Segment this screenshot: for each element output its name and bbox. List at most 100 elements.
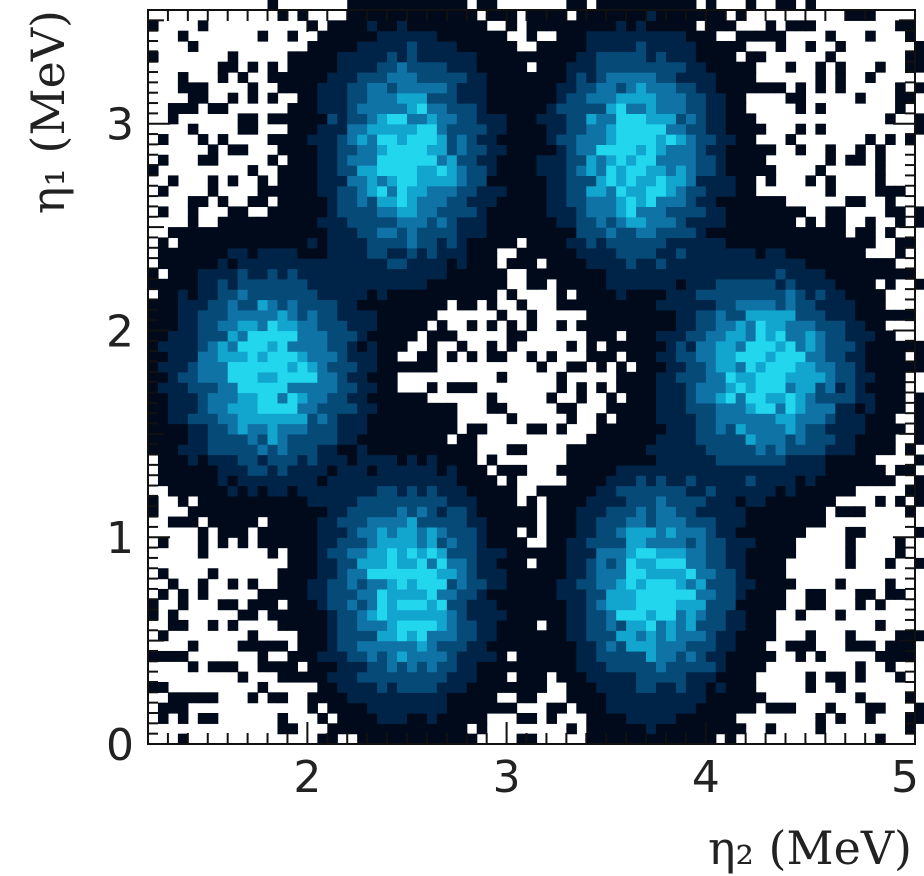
heatmap-cell <box>367 475 378 487</box>
heatmap-cell <box>167 392 179 404</box>
heatmap-cell <box>187 289 199 301</box>
heatmap-cell <box>845 423 856 435</box>
heatmap-cell <box>287 175 299 187</box>
heatmap-cell <box>665 392 677 404</box>
heatmap-cell <box>287 154 299 166</box>
heatmap-cell <box>496 82 508 94</box>
heatmap-cell <box>785 237 797 249</box>
heatmap-cell <box>616 268 627 280</box>
heatmap-cell <box>148 309 159 321</box>
heatmap-cell <box>646 134 657 145</box>
heatmap-cell <box>626 278 637 290</box>
heatmap-cell <box>705 227 717 239</box>
heatmap-cell <box>327 61 338 73</box>
heatmap-cell <box>546 113 557 125</box>
heatmap-cell <box>476 640 488 652</box>
heatmap-cell <box>825 330 836 342</box>
heatmap-cell <box>855 640 866 652</box>
heatmap-cell <box>656 671 667 683</box>
heatmap-cell <box>735 72 747 83</box>
heatmap-cell <box>456 454 468 466</box>
heatmap-cell <box>646 619 657 631</box>
heatmap-cell <box>685 702 697 714</box>
heatmap-cell <box>377 506 388 518</box>
heatmap-cell <box>646 330 657 342</box>
heatmap-cell <box>377 733 388 745</box>
heatmap-cell <box>337 588 348 600</box>
heatmap-cell <box>406 320 418 332</box>
heatmap-cell <box>695 154 707 166</box>
heatmap-cell <box>476 692 488 704</box>
heatmap-cell <box>347 537 358 549</box>
heatmap-cell <box>247 609 259 621</box>
heatmap-cell <box>755 289 767 301</box>
heatmap-cell <box>835 423 846 435</box>
heatmap-cell <box>516 640 528 652</box>
heatmap-cell <box>636 671 647 683</box>
heatmap-cell <box>695 61 707 73</box>
heatmap-cell <box>227 361 239 373</box>
heatmap-cell <box>556 609 567 621</box>
heatmap-cell <box>397 526 408 538</box>
heatmap-cell <box>197 227 209 239</box>
heatmap-cell <box>915 51 924 63</box>
heatmap-cell <box>297 309 308 321</box>
heatmap-cell <box>327 299 338 311</box>
heatmap-cell <box>397 475 408 487</box>
heatmap-cell <box>436 103 448 114</box>
heatmap-cell <box>885 640 896 652</box>
heatmap-cell <box>217 444 229 456</box>
heatmap-cell <box>327 144 338 156</box>
heatmap-cell <box>466 103 478 114</box>
heatmap-cell <box>536 103 548 114</box>
heatmap-cell <box>287 526 299 538</box>
heatmap-cell <box>755 123 767 135</box>
heatmap-cell <box>397 557 408 569</box>
heatmap-cell <box>775 340 787 352</box>
heatmap-cell <box>895 216 906 228</box>
heatmap-cell <box>835 278 846 290</box>
heatmap-cell <box>446 154 458 166</box>
heatmap-cell <box>795 299 807 311</box>
heatmap-cell <box>387 578 398 590</box>
heatmap-cell <box>207 175 219 187</box>
heatmap-cell <box>307 454 318 466</box>
heatmap-cell <box>317 557 328 569</box>
heatmap-cell <box>725 330 737 342</box>
heatmap-cell <box>207 227 219 239</box>
heatmap-cell <box>765 165 777 177</box>
heatmap-cell <box>416 92 428 104</box>
heatmap-cell <box>685 237 697 249</box>
heatmap-cell <box>217 289 229 301</box>
heatmap-cell <box>426 733 438 745</box>
heatmap-cell <box>685 640 697 652</box>
heatmap-cell <box>725 588 737 600</box>
heatmap-cell <box>646 547 657 559</box>
heatmap-cell <box>476 154 488 166</box>
heatmap-cell <box>317 599 328 611</box>
heatmap-cell <box>665 134 677 145</box>
heatmap-cell <box>367 485 378 497</box>
heatmap-cell <box>705 20 717 32</box>
heatmap-cell <box>307 588 318 600</box>
heatmap-cell <box>406 454 418 466</box>
heatmap-cell <box>795 82 807 94</box>
heatmap-cell <box>735 61 747 73</box>
heatmap-cell <box>377 82 388 94</box>
heatmap-cell <box>297 196 308 208</box>
heatmap-cell <box>347 103 358 114</box>
heatmap-cell <box>695 113 707 125</box>
heatmap-cell <box>416 41 428 52</box>
heatmap-cell <box>476 51 488 63</box>
heatmap-cell <box>596 681 607 693</box>
heatmap-cell <box>177 444 189 456</box>
heatmap-cell <box>406 640 418 652</box>
heatmap-cell <box>327 506 338 518</box>
heatmap-cell <box>656 526 667 538</box>
heatmap-cell <box>665 423 677 435</box>
heatmap-cell <box>237 123 249 135</box>
heatmap-cell <box>416 61 428 73</box>
heatmap-cell <box>795 495 807 507</box>
heatmap-cell <box>197 537 209 549</box>
heatmap-cell <box>267 227 279 239</box>
